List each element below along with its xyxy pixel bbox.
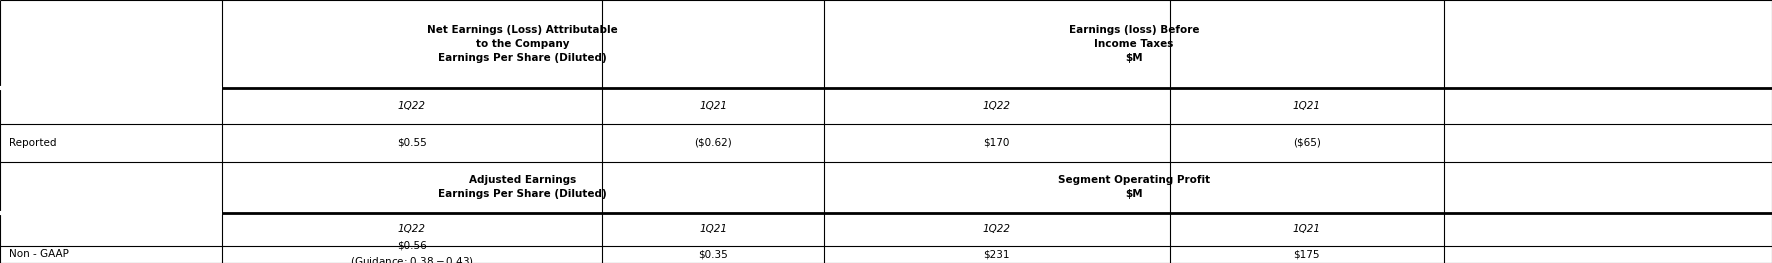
Text: 1Q21: 1Q21 [1294,224,1320,235]
Text: Earnings (loss) Before
Income Taxes
$M: Earnings (loss) Before Income Taxes $M [1069,25,1200,63]
Text: 1Q22: 1Q22 [983,101,1010,111]
Text: Reported: Reported [9,138,57,148]
Text: $0.35: $0.35 [698,249,728,260]
Text: Non - GAAP: Non - GAAP [9,249,69,260]
Text: Segment Operating Profit
$M: Segment Operating Profit $M [1058,175,1210,199]
Text: ($65): ($65) [1294,138,1320,148]
Text: $170: $170 [983,138,1010,148]
Text: $231: $231 [983,249,1010,260]
Text: Adjusted Earnings
Earnings Per Share (Diluted): Adjusted Earnings Earnings Per Share (Di… [438,175,608,199]
Text: 1Q21: 1Q21 [700,224,727,235]
Text: ($0.62): ($0.62) [695,138,732,148]
Text: Net Earnings (Loss) Attributable
to the Company
Earnings Per Share (Diluted): Net Earnings (Loss) Attributable to the … [427,25,618,63]
Text: 1Q21: 1Q21 [1294,101,1320,111]
Text: $0.56
(Guidance: $0.38-$0.43): $0.56 (Guidance: $0.38-$0.43) [351,241,473,263]
Text: 1Q22: 1Q22 [399,101,425,111]
Text: 1Q22: 1Q22 [399,224,425,235]
Text: 1Q22: 1Q22 [983,224,1010,235]
Text: $175: $175 [1294,249,1320,260]
Text: 1Q21: 1Q21 [700,101,727,111]
Text: $0.55: $0.55 [397,138,427,148]
